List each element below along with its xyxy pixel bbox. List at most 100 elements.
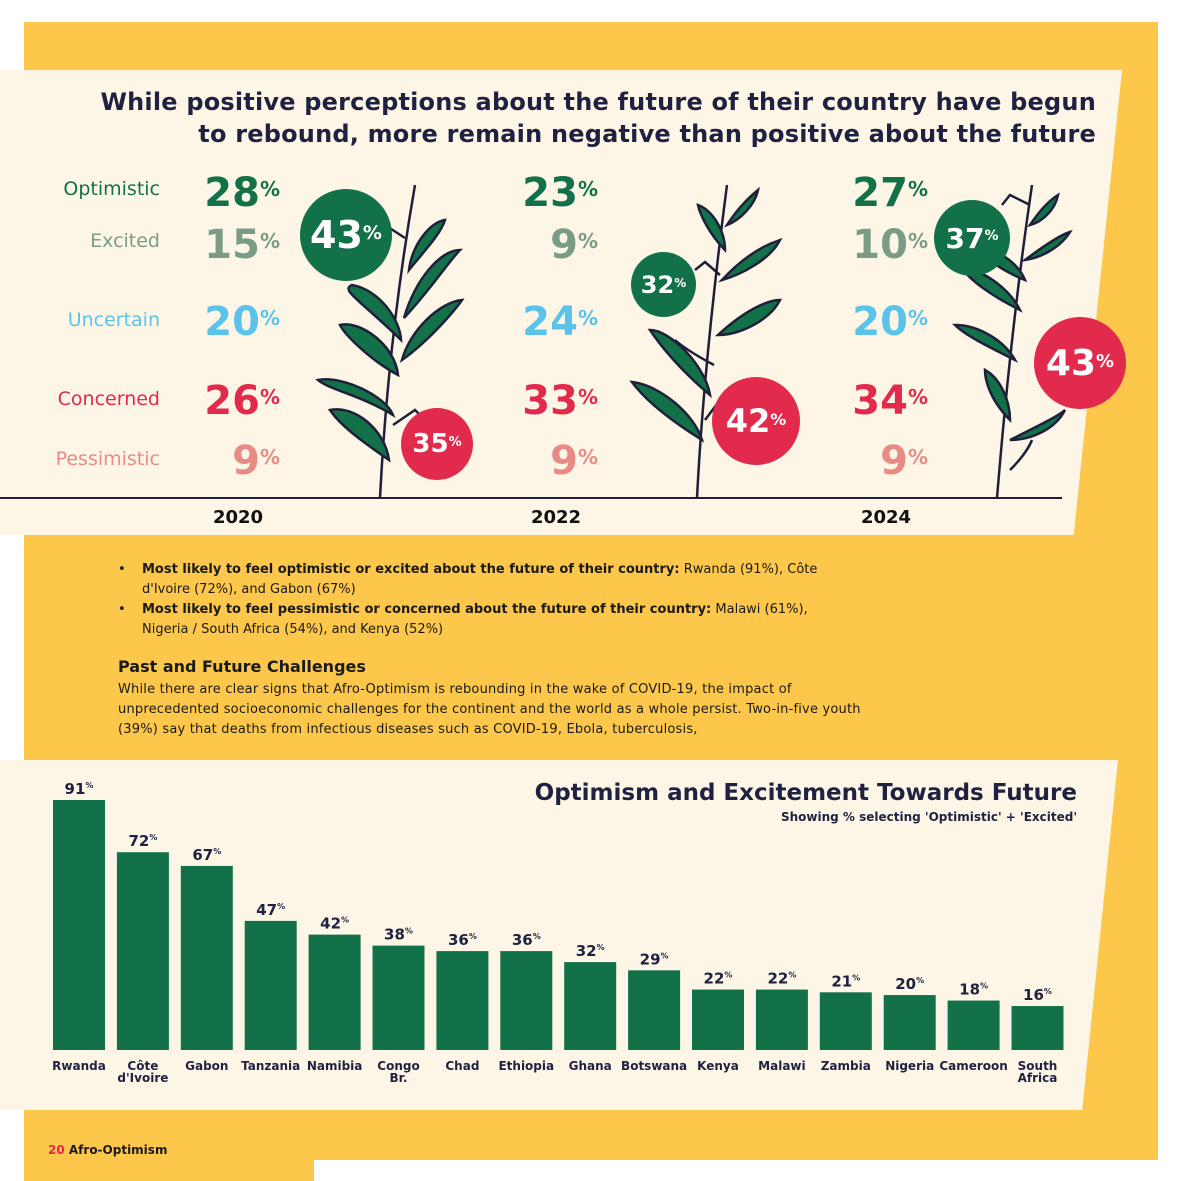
bar-category-label: Nigeria — [885, 1059, 934, 1073]
bar-value-label: 42% — [320, 915, 349, 933]
page-background-bottom — [24, 1130, 314, 1181]
value-2024-concerned: 34% — [852, 378, 928, 424]
bubble-2020-positive: 43% — [300, 189, 392, 281]
section-body: While there are clear signs that Afro-Op… — [118, 682, 861, 737]
bar-kenya — [692, 989, 744, 1050]
finding-optimistic-text: Rwanda (91%), Côte d'Ivoire (72%), and G… — [142, 562, 818, 597]
bar-c-te-d-ivoire — [116, 852, 169, 1050]
footer-label: Afro-Optimism — [68, 1143, 168, 1157]
bar-category-label: Chad — [445, 1059, 479, 1073]
bar-zambia — [819, 992, 872, 1050]
bar-nigeria — [883, 995, 936, 1050]
value-2024-excited: 10% — [852, 222, 928, 268]
value-2024-uncertain: 20% — [852, 299, 928, 345]
bar-ghana — [564, 962, 617, 1050]
page-footer: 20 Afro-Optimism — [48, 1143, 167, 1157]
value-2022-concerned: 33% — [522, 378, 598, 424]
perceptions-panel — [0, 70, 1122, 535]
bar-congo-br- — [372, 945, 425, 1050]
chart-title: Optimism and Excitement Towards Future — [534, 780, 1077, 806]
value-2024-pessimistic: 9% — [880, 438, 928, 484]
bar-value-label: 29% — [640, 950, 669, 968]
bar-value-label: 32% — [576, 942, 605, 960]
plant-2022-icon — [629, 184, 783, 499]
value-2020-pessimistic: 9% — [232, 438, 280, 484]
bubble-2022-positive: 32% — [631, 252, 696, 317]
value-2024-optimistic: 27% — [852, 170, 928, 216]
plant-2020-icon — [315, 184, 465, 499]
year-2024: 2024 — [860, 507, 912, 528]
bar-category-label: Botswana — [621, 1059, 687, 1073]
bar-value-label: 16% — [1023, 986, 1052, 1004]
bar-category-label: Ghana — [569, 1059, 612, 1073]
bubble-2024-negative: 43% — [1034, 317, 1126, 409]
bar-category-label: d'Ivoire — [117, 1071, 168, 1085]
bar-rwanda — [53, 800, 105, 1050]
findings-list: • Most likely to feel optimistic or excit… — [118, 560, 838, 640]
bar-value-label: 22% — [767, 970, 796, 988]
bar-tanzania — [244, 920, 297, 1050]
finding-pessimistic-text: Malawi (61%), Nigeria / South Africa (54… — [142, 602, 808, 637]
bar-value-label: 67% — [192, 846, 221, 864]
value-2022-uncertain: 24% — [522, 299, 598, 345]
value-2022-pessimistic: 9% — [550, 438, 598, 484]
bar-category-label: Rwanda — [52, 1059, 106, 1073]
label-concerned: Concerned — [57, 388, 160, 410]
bar-value-label: 72% — [128, 832, 157, 850]
label-excited: Excited — [90, 230, 160, 252]
bar-value-label: 36% — [448, 931, 477, 949]
bar-category-label: Tanzania — [241, 1059, 300, 1073]
value-2020-excited: 15% — [204, 222, 280, 268]
bullet-marker: • — [118, 562, 126, 577]
page-number: 20 — [48, 1143, 65, 1157]
bar-ethiopia — [500, 951, 553, 1050]
bar-value-label: 47% — [256, 901, 285, 919]
finding-pessimistic-lead: Most likely to feel pessimistic or conce… — [142, 602, 712, 617]
label-optimistic: Optimistic — [63, 178, 160, 200]
bar-botswana — [628, 970, 681, 1050]
bar-category-label: Malawi — [758, 1059, 805, 1073]
finding-optimistic: • Most likely to feel optimistic or excit… — [118, 560, 838, 600]
bar-category-label: Cameroon — [939, 1059, 1008, 1073]
section-title: Past and Future Challenges — [118, 657, 366, 676]
bar-value-label: 36% — [512, 931, 541, 949]
bullet-marker: • — [118, 602, 126, 617]
bar-gabon — [180, 865, 233, 1050]
bar-value-label: 18% — [959, 981, 988, 999]
bar-value-label: 91% — [65, 780, 94, 798]
bar-malawi — [755, 989, 808, 1050]
bar-category-label: Br. — [390, 1071, 408, 1085]
bar-category-label: Namibia — [307, 1059, 363, 1073]
label-uncertain: Uncertain — [67, 309, 160, 331]
year-2020: 2020 — [212, 507, 264, 528]
bar-value-label: 22% — [704, 970, 733, 988]
bar-value-label: 21% — [831, 972, 860, 990]
bar-cameroon — [947, 1000, 1000, 1050]
headline-line-1: While positive perceptions about the fut… — [100, 88, 1096, 116]
value-2020-optimistic: 28% — [204, 170, 280, 216]
bar-category-label: South — [1018, 1059, 1058, 1073]
value-2020-uncertain: 20% — [204, 299, 280, 345]
value-2022-optimistic: 23% — [522, 170, 598, 216]
bar-category-label: Gabon — [185, 1059, 228, 1073]
bar-value-label: 38% — [384, 926, 413, 944]
label-pessimistic: Pessimistic — [55, 448, 160, 470]
bar-chad — [436, 951, 489, 1050]
bar-value-label: 20% — [895, 975, 924, 993]
bar-south-africa — [1011, 1006, 1064, 1050]
baseline-divider — [0, 497, 1062, 499]
finding-pessimistic: • Most likely to feel pessimistic or conc… — [118, 600, 838, 640]
chart-subtitle: Showing % selecting 'Optimistic' + 'Exci… — [780, 810, 1077, 824]
bar-category-label: Zambia — [821, 1059, 871, 1073]
bar-namibia — [308, 934, 361, 1050]
bubble-2022-negative: 42% — [712, 377, 800, 465]
value-2020-concerned: 26% — [204, 378, 280, 424]
bubble-2024-positive: 37% — [934, 200, 1010, 276]
headline-line-2: to rebound, more remain negative than po… — [198, 120, 1096, 148]
bar-category-label: Côte — [127, 1059, 158, 1073]
headline: While positive perceptions about the fut… — [96, 86, 1096, 150]
value-2022-excited: 9% — [550, 222, 598, 268]
bar-category-label: Congo — [377, 1059, 419, 1073]
